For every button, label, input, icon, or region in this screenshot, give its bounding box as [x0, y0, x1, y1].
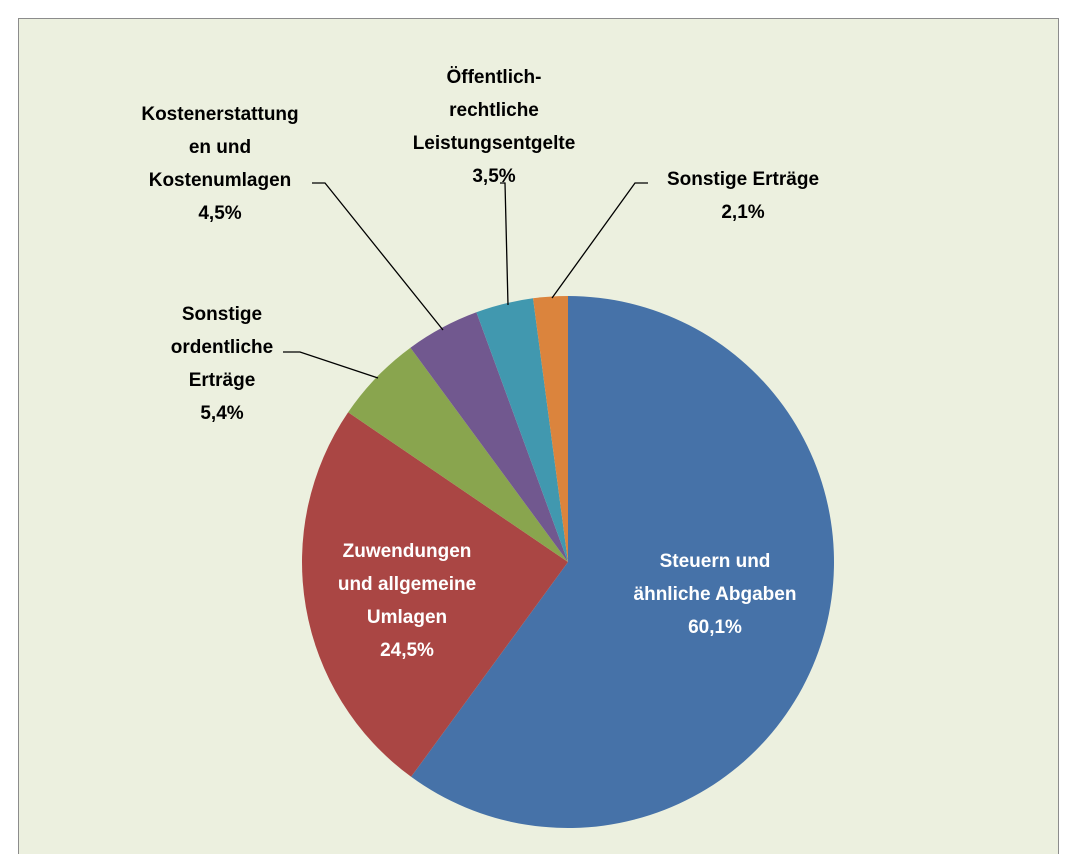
category-label: Steuern und ähnliche Abgaben [634, 551, 797, 605]
value-label: 3,5% [472, 166, 515, 187]
value-label: 24,5% [380, 640, 434, 661]
pie-slice [533, 296, 568, 562]
category-label: Öffentlich-rechtliche Leistungsentgelte [413, 67, 576, 154]
pie-slice [410, 312, 568, 562]
category-label: Sonstige ordentliche Erträge [171, 304, 273, 391]
value-label: 5,4% [200, 403, 243, 424]
pie-slice [411, 296, 834, 829]
leader-line [283, 351, 379, 379]
pie-slice [348, 347, 568, 562]
category-label: Kostenerstattung en und Kostenumlagen [141, 104, 298, 191]
category-label: Zuwendungen und allgemeine Umlagen [338, 541, 476, 628]
pie-slice [302, 412, 568, 777]
leader-line [551, 182, 648, 299]
leader-line [500, 182, 509, 306]
leader-line [312, 182, 444, 331]
category-label: Sonstige Erträge [667, 169, 819, 190]
value-label: 60,1% [688, 617, 742, 638]
value-label: 2,1% [721, 202, 764, 223]
value-label: 4,5% [198, 203, 241, 224]
pie-slice [476, 298, 568, 562]
